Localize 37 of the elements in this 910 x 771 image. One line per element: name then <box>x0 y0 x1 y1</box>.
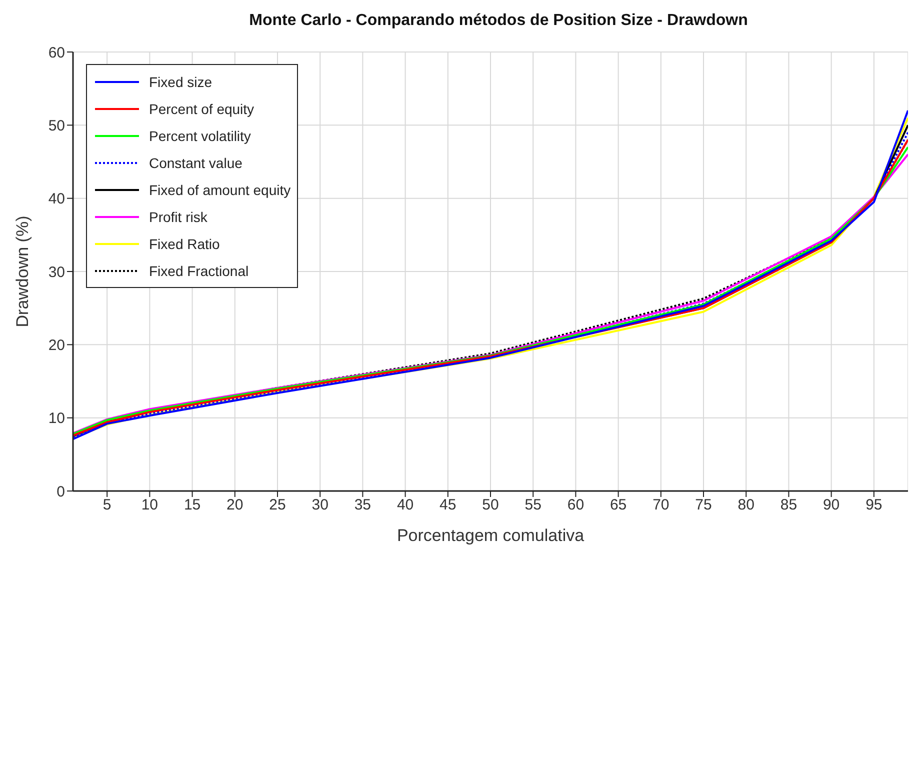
x-tick-label: 90 <box>822 496 840 514</box>
x-tick-label: 95 <box>866 496 882 514</box>
legend-label: Constant value <box>149 154 242 170</box>
x-tick-label: 10 <box>141 496 158 514</box>
chart-title: Monte Carlo - Comparando métodos de Position Size - Drawdown <box>248 12 749 30</box>
x-tick-label: 50 <box>482 496 499 514</box>
x-tick-label: 45 <box>440 496 456 514</box>
y-tick-label: 30 <box>48 264 65 281</box>
x-tick-label: 70 <box>652 496 670 514</box>
y-axis-title: Drawdown (%) <box>13 216 32 328</box>
legend-label: Fixed size <box>149 74 212 90</box>
legend-label: Fixed Ratio <box>149 236 220 252</box>
y-tick-label: 10 <box>48 410 65 428</box>
x-tick-label: 55 <box>524 496 542 514</box>
legend-label: Fixed of amount equity <box>149 182 291 198</box>
x-tick-label: 5 <box>102 496 112 514</box>
legend-label: Fixed Fractional <box>149 262 249 278</box>
y-tick-label: 0 <box>56 483 65 500</box>
x-tick-label: 40 <box>396 496 414 514</box>
x-tick-label: 75 <box>695 496 712 514</box>
x-axis-title: Porcentagem comulativa <box>396 526 585 545</box>
legend-label: Percent of equity <box>149 100 254 116</box>
x-tick-label: 30 <box>312 496 328 514</box>
y-tick-label: 50 <box>48 117 65 134</box>
legend-label: Profit risk <box>149 208 208 224</box>
x-tick-label: 80 <box>738 496 754 514</box>
legend-label: Percent volatility <box>149 128 251 144</box>
x-tick-label: 25 <box>269 496 286 514</box>
x-tick-label: 15 <box>184 496 201 514</box>
x-tick-label: 85 <box>780 496 798 514</box>
y-tick-label: 40 <box>48 190 65 208</box>
x-tick-label: 65 <box>610 496 627 514</box>
x-tick-label: 35 <box>354 496 372 514</box>
x-tick-label: 60 <box>567 496 584 514</box>
y-tick-label: 20 <box>48 336 65 354</box>
y-tick-label: 60 <box>48 44 65 62</box>
x-tick-label: 20 <box>226 496 244 514</box>
